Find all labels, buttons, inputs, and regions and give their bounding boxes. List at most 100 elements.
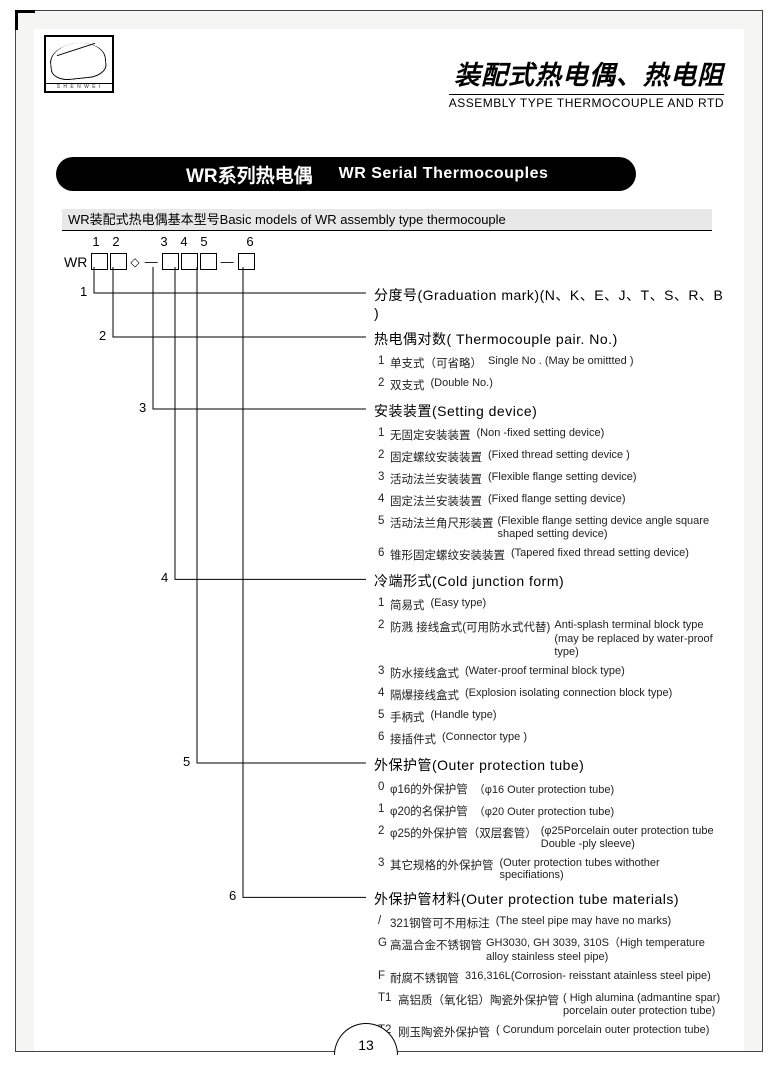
item-key: 3 (378, 471, 390, 483)
item-key: 1 (378, 355, 390, 367)
item-cn: 手柄式 (390, 709, 425, 725)
item-key: 3 (378, 857, 390, 869)
item-en: (The steel pipe may have no marks) (496, 915, 671, 927)
item-en: (Connector type ) (442, 731, 527, 743)
header-block: 装配式热电偶、热电阻 ASSEMBLY TYPE THERMOCOUPLE AN… (449, 55, 724, 110)
item-en: GH3030, GH 3039, 310S（High temperature a… (486, 937, 724, 963)
option-item: 2 防溅 接线盒式(可用防水式代替) Anti-splash terminal … (378, 619, 724, 659)
line-number: 2 (99, 328, 106, 343)
option-item: T1 高铝质（氧化铝）陶瓷外保护管 ( High alumina (admant… (378, 992, 724, 1018)
item-en: (Fixed thread setting device ) (488, 449, 630, 461)
item-key: 6 (378, 731, 390, 743)
band-en: WR Serial Thermocouples (339, 165, 549, 183)
item-key: 4 (378, 687, 390, 699)
item-key: 2 (378, 377, 390, 389)
item-key: T1 (378, 992, 398, 1004)
item-cn: φ16的外保护管 (390, 781, 468, 797)
item-en: (Handle type) (431, 709, 497, 721)
header-en: ASSEMBLY TYPE THERMOCOUPLE AND RTD (449, 94, 724, 110)
title-band: WR系列热电偶 WR Serial Thermocouples (56, 157, 636, 191)
option-item: / 321钢管可不用标注 (The steel pipe may have no… (378, 915, 724, 931)
option-item: 1 简易式 (Easy type) (378, 597, 724, 613)
item-en: （φ16 Outer protection tube) (474, 781, 614, 797)
item-en: (Tapered fixed thread setting device) (511, 547, 689, 559)
item-cn: 高温合金不锈钢管 (390, 937, 482, 953)
item-en: Single No . (May be omittted ) (488, 355, 634, 367)
item-key: F (378, 970, 390, 982)
item-en: (Easy type) (431, 597, 487, 609)
item-cn: 双支式 (390, 377, 425, 393)
section-block: 外保护管材料(Outer protection tube materials) … (374, 889, 724, 1040)
subtitle-bar: WR装配式热电偶基本型号Basic models of WR assembly … (62, 209, 712, 231)
section-block: 外保护管(Outer protection tube) 0 φ16的外保护管 （… (374, 755, 724, 881)
page-frame: S H E N W E I 装配式热电偶、热电阻 ASSEMBLY TYPE T… (15, 10, 763, 1052)
option-item: 1 φ20的名保护管 （φ20 Outer protection tube) (378, 803, 724, 819)
logo-subtext: S H E N W E I (46, 83, 112, 90)
item-cn: 防水接线盒式 (390, 665, 459, 681)
item-en: ( High alumina (admantine spar) porcelai… (563, 992, 724, 1018)
position-number: 5 (194, 234, 214, 249)
logo-ellipse (48, 40, 107, 82)
position-number: 1 (86, 234, 106, 249)
option-item: T2 刚玉陶瓷外保护管 ( Corundum porcelain outer p… (378, 1024, 724, 1040)
section-title: 分度号(Graduation mark)(N、K、E、J、T、S、R、B ) (374, 285, 724, 321)
item-key: 1 (378, 427, 390, 439)
option-item: 5 活动法兰角尺形装置 (Flexible flange setting dev… (378, 515, 724, 541)
option-item: 6 接插件式 (Connector type ) (378, 731, 724, 747)
section-block: 安装装置(Setting device) 1 无固定安装装置 (Non -fix… (374, 401, 724, 563)
item-en: （φ20 Outer protection tube) (474, 803, 614, 819)
item-en: (Flexible flange setting device) (488, 471, 637, 483)
item-en: 316,316L(Corrosion- reisstant atainless … (465, 970, 711, 982)
option-item: 3 防水接线盒式 (Water-proof terminal block typ… (378, 665, 724, 681)
option-item: 1 无固定安装装置 (Non -fixed setting device) (378, 427, 724, 443)
item-key: G (378, 937, 390, 949)
item-key: 2 (378, 825, 390, 837)
section-block: 热电偶对数( Thermocouple pair. No.) 1 单支式（可省略… (374, 329, 724, 393)
item-cn: 接插件式 (390, 731, 436, 747)
item-en: (Fixed flange setting device) (488, 493, 626, 505)
item-key: / (378, 915, 390, 927)
section-title: 外保护管(Outer protection tube) (374, 755, 724, 775)
item-cn: 活动法兰安装装置 (390, 471, 482, 487)
position-number: 3 (154, 234, 174, 249)
item-cn: 耐腐不锈钢管 (390, 970, 459, 986)
code-boxes: 123456 WR ◇ — — (64, 234, 260, 270)
brand-logo: S H E N W E I (44, 35, 114, 93)
item-key: 5 (378, 709, 390, 721)
section-title: 热电偶对数( Thermocouple pair. No.) (374, 329, 724, 349)
item-cn: 刚玉陶瓷外保护管 (398, 1024, 490, 1040)
position-number: 6 (240, 234, 260, 249)
item-en: (Flexible flange setting device angle sq… (498, 515, 725, 541)
line-number: 6 (229, 888, 236, 903)
option-item: 4 固定法兰安装装置 (Fixed flange setting device) (378, 493, 724, 509)
item-key: 4 (378, 493, 390, 505)
section-title: 外保护管材料(Outer protection tube materials) (374, 889, 724, 909)
line-number: 3 (139, 400, 146, 415)
option-item: F 耐腐不锈钢管 316,316L(Corrosion- reisstant a… (378, 970, 724, 986)
item-key: 1 (378, 597, 390, 609)
section-title: 冷端形式(Cold junction form) (374, 571, 724, 591)
option-item: 1 单支式（可省略） Single No . (May be omittted … (378, 355, 724, 371)
option-item: G 高温合金不锈钢管 GH3030, GH 3039, 310S（High te… (378, 937, 724, 963)
item-cn: φ20的名保护管 (390, 803, 468, 819)
item-key: 3 (378, 665, 390, 677)
item-key: 5 (378, 515, 390, 527)
band-cn: WR系列热电偶 (186, 161, 313, 188)
option-item: 3 其它规格的外保护管 (Outer protection tubes with… (378, 857, 724, 881)
line-number: 1 (80, 284, 87, 299)
item-cn: 321钢管可不用标注 (390, 915, 490, 931)
item-en: (Outer protection tubes withother specif… (500, 857, 725, 881)
inner-frame: S H E N W E I 装配式热电偶、热电阻 ASSEMBLY TYPE T… (34, 29, 744, 1051)
position-number: 2 (106, 234, 126, 249)
option-item: 0 φ16的外保护管 （φ16 Outer protection tube) (378, 781, 724, 797)
line-number: 5 (183, 754, 190, 769)
header-cn: 装配式热电偶、热电阻 (449, 55, 724, 92)
item-cn: 无固定安装装置 (390, 427, 471, 443)
line-number: 4 (161, 570, 168, 585)
item-key: 6 (378, 547, 390, 559)
item-cn: 防溅 接线盒式(可用防水式代替) (390, 619, 550, 635)
item-en: Anti-splash terminal block type (may be … (554, 619, 724, 659)
item-cn: 固定螺纹安装装置 (390, 449, 482, 465)
item-cn: 其它规格的外保护管 (390, 857, 494, 873)
option-item: 3 活动法兰安装装置 (Flexible flange setting devi… (378, 471, 724, 487)
